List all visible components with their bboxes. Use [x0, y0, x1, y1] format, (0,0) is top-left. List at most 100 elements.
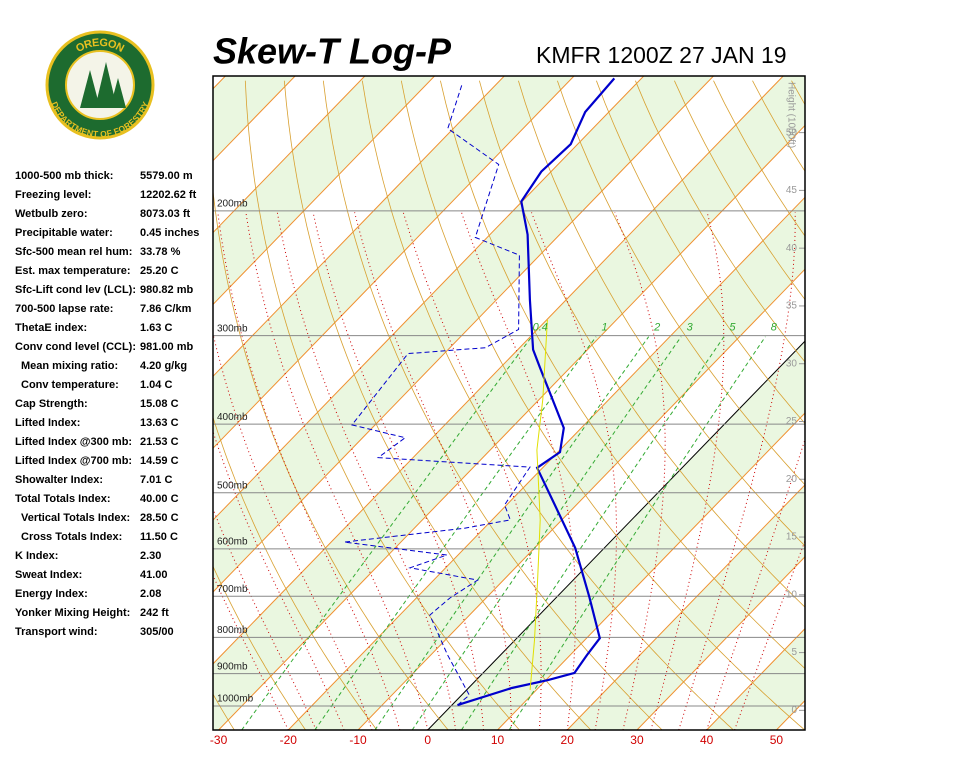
- stat-label: Sfc-500 mean rel hum:: [15, 246, 132, 258]
- stat-value: 15.08 C: [140, 398, 179, 410]
- chart-title: Skew-T Log-P: [213, 31, 452, 72]
- stat-value: 13.63 C: [140, 417, 179, 429]
- stat-label: Precipitable water:: [15, 227, 113, 239]
- x-tick-label: -10: [349, 733, 367, 747]
- stat-label: Freezing level:: [15, 189, 91, 201]
- stat-label: Lifted Index @300 mb:: [15, 436, 132, 448]
- stat-label: Wetbulb zero:: [15, 208, 88, 220]
- stat-value: 28.50 C: [140, 512, 179, 524]
- stat-label: Energy Index:: [15, 588, 88, 600]
- y2-tick-label: 5: [791, 647, 797, 658]
- stat-label: Conv temperature:: [21, 379, 119, 391]
- x-tick-label: 40: [700, 733, 714, 747]
- y-tick-label: 1000mb: [217, 694, 254, 705]
- stat-value: 5579.00 m: [140, 170, 193, 182]
- stat-label: Showalter Index:: [15, 474, 103, 486]
- y2-tick-label: 15: [786, 532, 798, 543]
- y2-tick-label: 10: [786, 589, 798, 600]
- stat-value: 0.45 inches: [140, 227, 199, 239]
- dry-adiabat: [948, 81, 960, 730]
- stat-value: 40.00 C: [140, 493, 179, 505]
- stat-label: Cross Totals Index:: [21, 531, 122, 543]
- stat-value: 1.63 C: [140, 322, 172, 334]
- stat-value: 7.86 C/km: [140, 303, 192, 315]
- y2-tick-label: 45: [786, 185, 798, 196]
- stat-value: 41.00: [140, 569, 168, 581]
- stat-value: 981.00 mb: [140, 341, 193, 353]
- stat-label: Lifted Index @700 mb:: [15, 455, 132, 467]
- x-tick-label: 30: [630, 733, 644, 747]
- y2-tick-label: 25: [786, 416, 798, 427]
- dry-adiabat: [909, 81, 960, 730]
- stat-value: 8073.03 ft: [140, 208, 190, 220]
- stat-label: Transport wind:: [15, 626, 98, 638]
- stat-value: 2.08: [140, 588, 161, 600]
- stat-value: 25.20 C: [140, 265, 179, 277]
- y2-axis-label: Height (1000ft): [785, 82, 796, 148]
- stat-label: Vertical Totals Index:: [21, 512, 130, 524]
- stats-table: 1000-500 mb thick: 5579.00 m Freezing leve…: [15, 170, 199, 638]
- x-tick-label: -30: [210, 733, 228, 747]
- stat-label: 700-500 lapse rate:: [15, 303, 113, 315]
- y2-tick-label: 0: [791, 705, 797, 716]
- dry-adiabat: [831, 81, 960, 730]
- x-tick-label: 10: [491, 733, 505, 747]
- stat-label: Cap Strength:: [15, 398, 88, 410]
- x-tick-label: 0: [424, 733, 431, 747]
- stat-value: 2.30: [140, 550, 161, 562]
- isotherm: [846, 76, 960, 730]
- stat-label: 1000-500 mb thick:: [15, 170, 113, 182]
- stat-label: Conv cond level (CCL):: [15, 341, 136, 353]
- stat-label: ThetaE index:: [15, 322, 87, 334]
- logo: OREGON DEPARTMENT OF FORESTRY: [47, 32, 153, 139]
- stat-value: 242 ft: [140, 607, 169, 619]
- band: [0, 76, 16, 730]
- stat-label: Sfc-Lift cond lev (LCL):: [15, 284, 136, 296]
- stat-value: 4.20 g/kg: [140, 360, 187, 372]
- y-tick-label: 600mb: [217, 537, 248, 548]
- stat-label: Est. max temperature:: [15, 265, 131, 277]
- mixing-ratio-label: 0.4: [533, 322, 548, 334]
- stat-label: Total Totals Index:: [15, 493, 111, 505]
- x-tick-label: -20: [280, 733, 298, 747]
- stat-value: 980.82 mb: [140, 284, 193, 296]
- stat-label: K Index:: [15, 550, 58, 562]
- y2-tick-label: 40: [786, 243, 798, 254]
- y-tick-label: 300mb: [217, 323, 248, 334]
- stat-value: 1.04 C: [140, 379, 172, 391]
- dry-adiabat: [870, 81, 960, 730]
- stat-value: 305/00: [140, 626, 174, 638]
- mixing-ratio-label: 3: [687, 322, 694, 334]
- logo-center: [66, 51, 134, 119]
- y-tick-label: 400mb: [217, 412, 248, 423]
- mixing-ratio-label: 1: [602, 322, 608, 334]
- y2-tick-label: 20: [786, 474, 798, 485]
- chart-subtitle: KMFR 1200Z 27 JAN 19: [536, 42, 787, 68]
- x-tick-label: 50: [770, 733, 784, 747]
- stat-label: Yonker Mixing Height:: [15, 607, 130, 619]
- y-tick-label: 200mb: [217, 199, 248, 210]
- stat-value: 7.01 C: [140, 474, 172, 486]
- mixing-ratio-label: 8: [771, 322, 778, 334]
- y-tick-label: 800mb: [217, 625, 248, 636]
- dry-adiabat: [792, 81, 960, 730]
- stat-value: 11.50 C: [140, 531, 178, 543]
- stat-value: 21.53 C: [140, 436, 179, 448]
- y-tick-label: 500mb: [217, 480, 248, 491]
- stat-label: Sweat Index:: [15, 569, 82, 581]
- stat-value: 14.59 C: [140, 455, 179, 467]
- x-tick-label: 20: [561, 733, 575, 747]
- stat-value: 33.78 %: [140, 246, 181, 258]
- y2-tick-label: 35: [786, 301, 798, 312]
- isotherm: [0, 76, 16, 730]
- stat-label: Mean mixing ratio:: [21, 360, 118, 372]
- mixing-ratio-label: 5: [729, 322, 736, 334]
- y-tick-label: 900mb: [217, 661, 248, 672]
- mixing-ratio-label: 2: [653, 322, 660, 334]
- stat-value: 12202.62 ft: [140, 189, 197, 201]
- stat-label: Lifted Index:: [15, 417, 80, 429]
- y-tick-label: 700mb: [217, 584, 248, 595]
- y2-tick-label: 30: [786, 358, 798, 369]
